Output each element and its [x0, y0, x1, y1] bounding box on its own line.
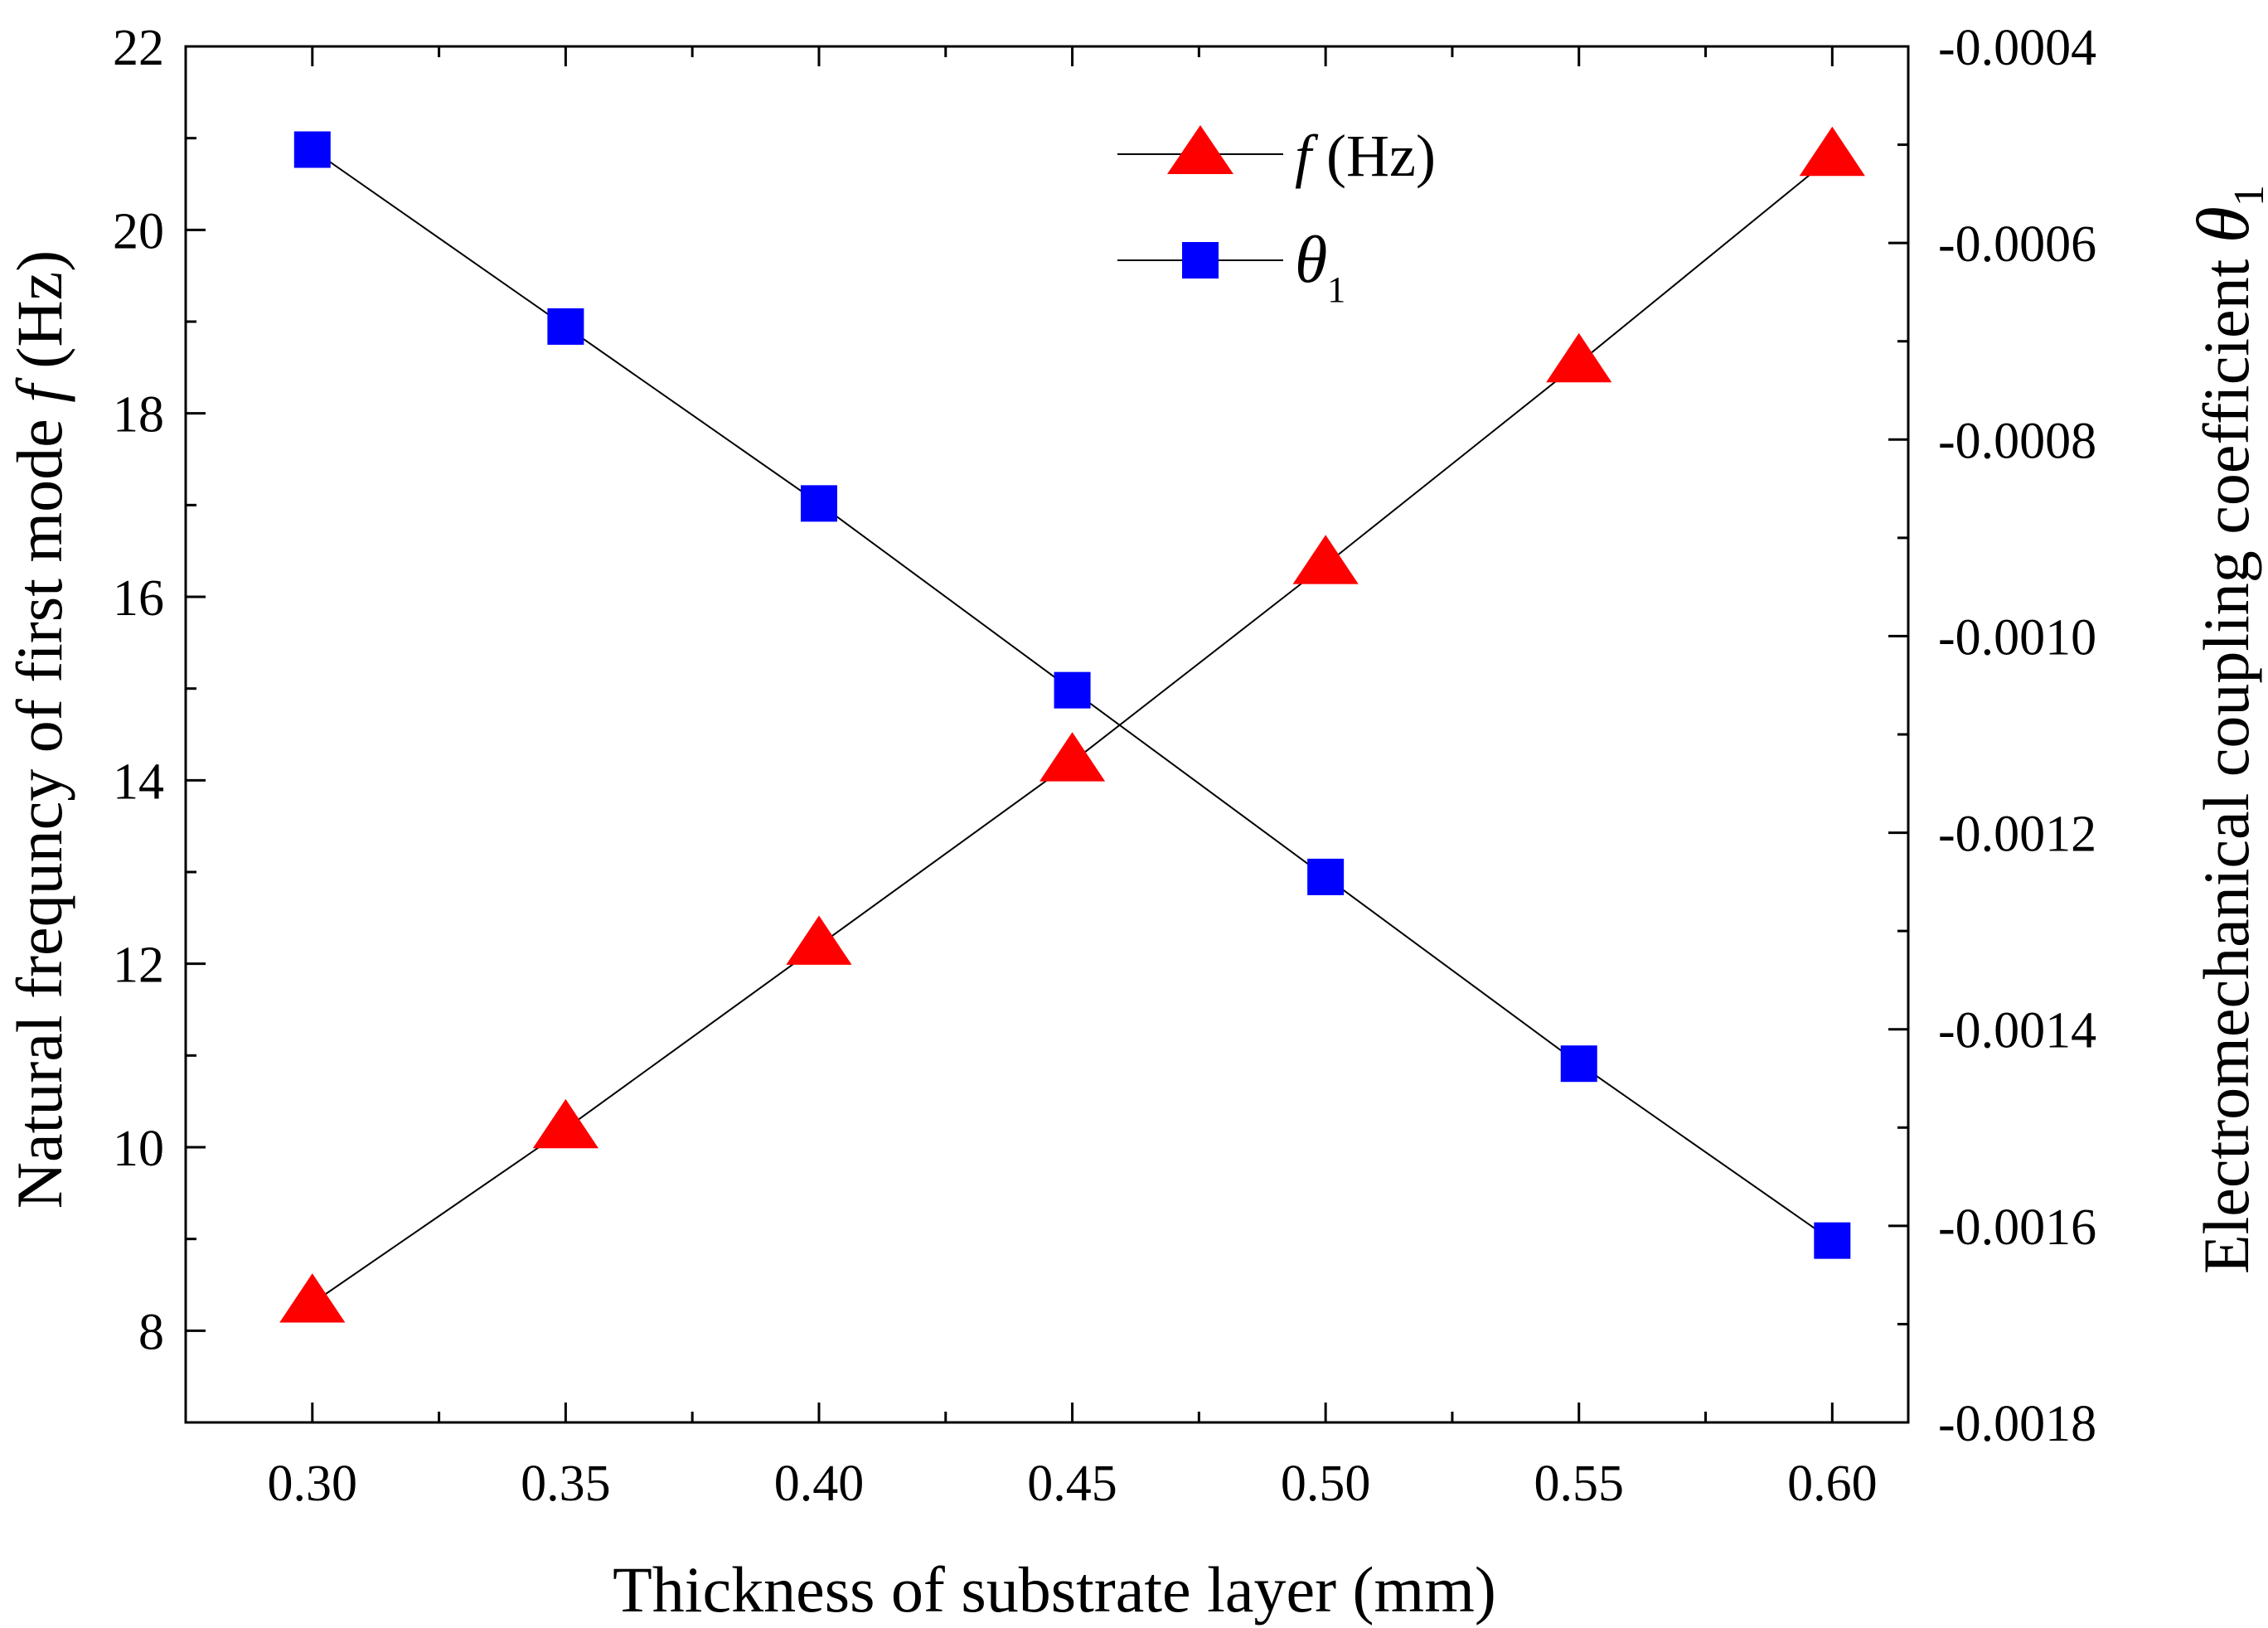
x-tick-label: 0.55: [1534, 1456, 1624, 1512]
theta-data-point: [1307, 858, 1345, 895]
legend-theta-subscript: 1: [1327, 269, 1345, 310]
y-right-tick-label: -0.0012: [1938, 807, 2096, 863]
y-left-tick-label: 22: [113, 20, 164, 76]
y-left-tick-label: 14: [113, 753, 164, 810]
x-tick-label: 0.35: [521, 1456, 611, 1512]
f-data-point: [1039, 732, 1106, 782]
theta-data-point: [1054, 671, 1091, 709]
y-right-tick-label: -0.0008: [1938, 413, 2096, 469]
plot-area: [279, 126, 1865, 1323]
axes: 0.30 0.35 0.40 0.45 0.50 0.55 0.60 8 10 12 14 16 18 2…: [113, 20, 2096, 1512]
f-data-point: [532, 1098, 598, 1149]
f-data-point: [1292, 535, 1359, 584]
x-tick-label: 0.60: [1787, 1456, 1878, 1512]
theta-data-point: [1814, 1222, 1851, 1259]
y-left-tick-label: 16: [113, 570, 164, 627]
legend-marker-triangle: [1167, 125, 1233, 174]
y-right-tick-label: -0.0004: [1938, 20, 2096, 76]
y-right-tick-label: -0.0014: [1938, 1003, 2096, 1059]
y-right-tick-label: -0.0018: [1938, 1396, 2096, 1452]
y-left-tick-label: 10: [113, 1121, 164, 1177]
theta-data-point: [1560, 1045, 1597, 1083]
x-tick-label: 0.45: [1027, 1456, 1117, 1512]
y-right-title-subscript: 1: [2226, 185, 2268, 206]
y-left-tick-label: 18: [113, 387, 164, 443]
x-tick-label: 0.50: [1281, 1456, 1371, 1512]
y-left-tick-label: 12: [113, 938, 164, 994]
legend-theta-symbol: θ: [1295, 224, 1327, 297]
y-left-tick-label: 8: [138, 1304, 164, 1360]
f-data-point: [786, 915, 852, 965]
y-left-title-prefix: Natural frequncy of first mode: [3, 403, 75, 1209]
y-left-axis-title: Natural frequncy of first mode f (Hz): [3, 250, 75, 1209]
x-tick-label: 0.40: [774, 1456, 865, 1512]
y-right-title-prefix: Electromechanical coupling coefficient: [2190, 243, 2262, 1274]
f-data-point: [1546, 332, 1612, 383]
x-tick-label: 0.30: [268, 1456, 358, 1512]
y-left-tick-label: 20: [113, 203, 164, 259]
y-right-title-symbol: θ: [2183, 206, 2265, 243]
f-data-point: [279, 1273, 346, 1323]
y-right-tick-label: -0.0010: [1938, 609, 2096, 666]
legend-f-suffix: (Hz): [1311, 123, 1436, 189]
legend: f (Hz) θ1: [1117, 123, 1436, 310]
theta-data-point: [800, 485, 837, 522]
legend-label-theta: θ1: [1295, 224, 1345, 310]
y-right-tick-label: -0.0016: [1938, 1199, 2096, 1256]
legend-marker-square: [1182, 242, 1219, 279]
y-right-tick-label: -0.0006: [1938, 216, 2096, 273]
theta-data-point: [293, 131, 331, 168]
f-data-point: [1799, 126, 1865, 177]
legend-label-f: f (Hz): [1295, 123, 1436, 189]
x-axis-title: Thickness of substrate layer (mm): [613, 1553, 1496, 1626]
y-right-axis-title: Electromechanical coupling coefficient θ…: [2183, 185, 2268, 1274]
y-left-title-suffix: (Hz): [3, 250, 75, 385]
theta-data-point: [547, 308, 584, 345]
